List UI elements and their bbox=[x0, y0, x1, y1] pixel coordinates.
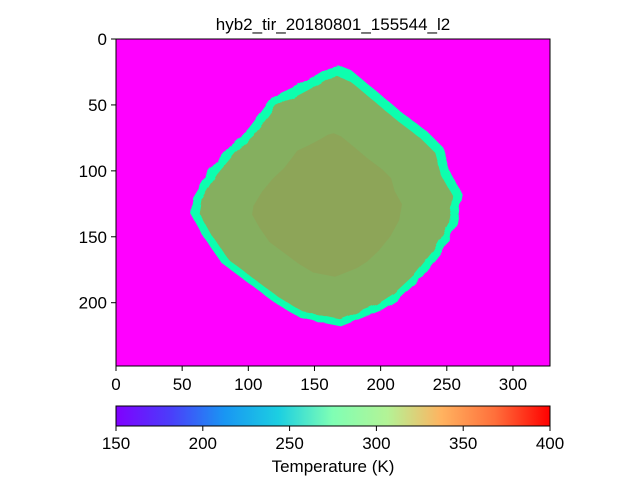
y-tick-label: 0 bbox=[98, 30, 107, 49]
colorbar-label: Temperature (K) bbox=[272, 457, 395, 476]
colorbar-tick-label: 300 bbox=[362, 434, 390, 453]
colorbar-tick-label: 400 bbox=[536, 434, 564, 453]
chart-title: hyb2_tir_20180801_155544_l2 bbox=[216, 15, 450, 34]
colorbar-tick-label: 350 bbox=[449, 434, 477, 453]
colorbar-tick-label: 250 bbox=[275, 434, 303, 453]
x-tick-label: 300 bbox=[499, 375, 527, 394]
colorbar: 150 200 250 300 350 400 Temperature (K) bbox=[102, 405, 564, 476]
colorbar-gradient bbox=[115, 405, 551, 427]
plot-frame bbox=[115, 38, 551, 367]
x-tick-label: 100 bbox=[234, 375, 262, 394]
y-tick-label: 100 bbox=[79, 162, 107, 181]
colorbar-tick-label: 200 bbox=[189, 434, 217, 453]
y-tick-label: 200 bbox=[79, 294, 107, 313]
asteroid-body bbox=[199, 76, 454, 320]
x-axis: 0 50 100 150 200 250 300 bbox=[111, 366, 527, 394]
x-tick-label: 250 bbox=[433, 375, 461, 394]
x-tick-label: 150 bbox=[300, 375, 328, 394]
colorbar-tick-label: 150 bbox=[102, 434, 130, 453]
x-tick-label: 50 bbox=[173, 375, 192, 394]
asteroid-warm-core bbox=[252, 133, 402, 277]
x-tick-label: 200 bbox=[366, 375, 394, 394]
colorbar-ticks: 150 200 250 300 350 400 bbox=[102, 426, 564, 453]
plot-area bbox=[115, 38, 551, 367]
y-tick-label: 50 bbox=[88, 96, 107, 115]
y-tick-label: 150 bbox=[79, 228, 107, 247]
y-axis: 0 50 100 150 200 bbox=[79, 30, 116, 313]
x-tick-label: 0 bbox=[111, 375, 120, 394]
